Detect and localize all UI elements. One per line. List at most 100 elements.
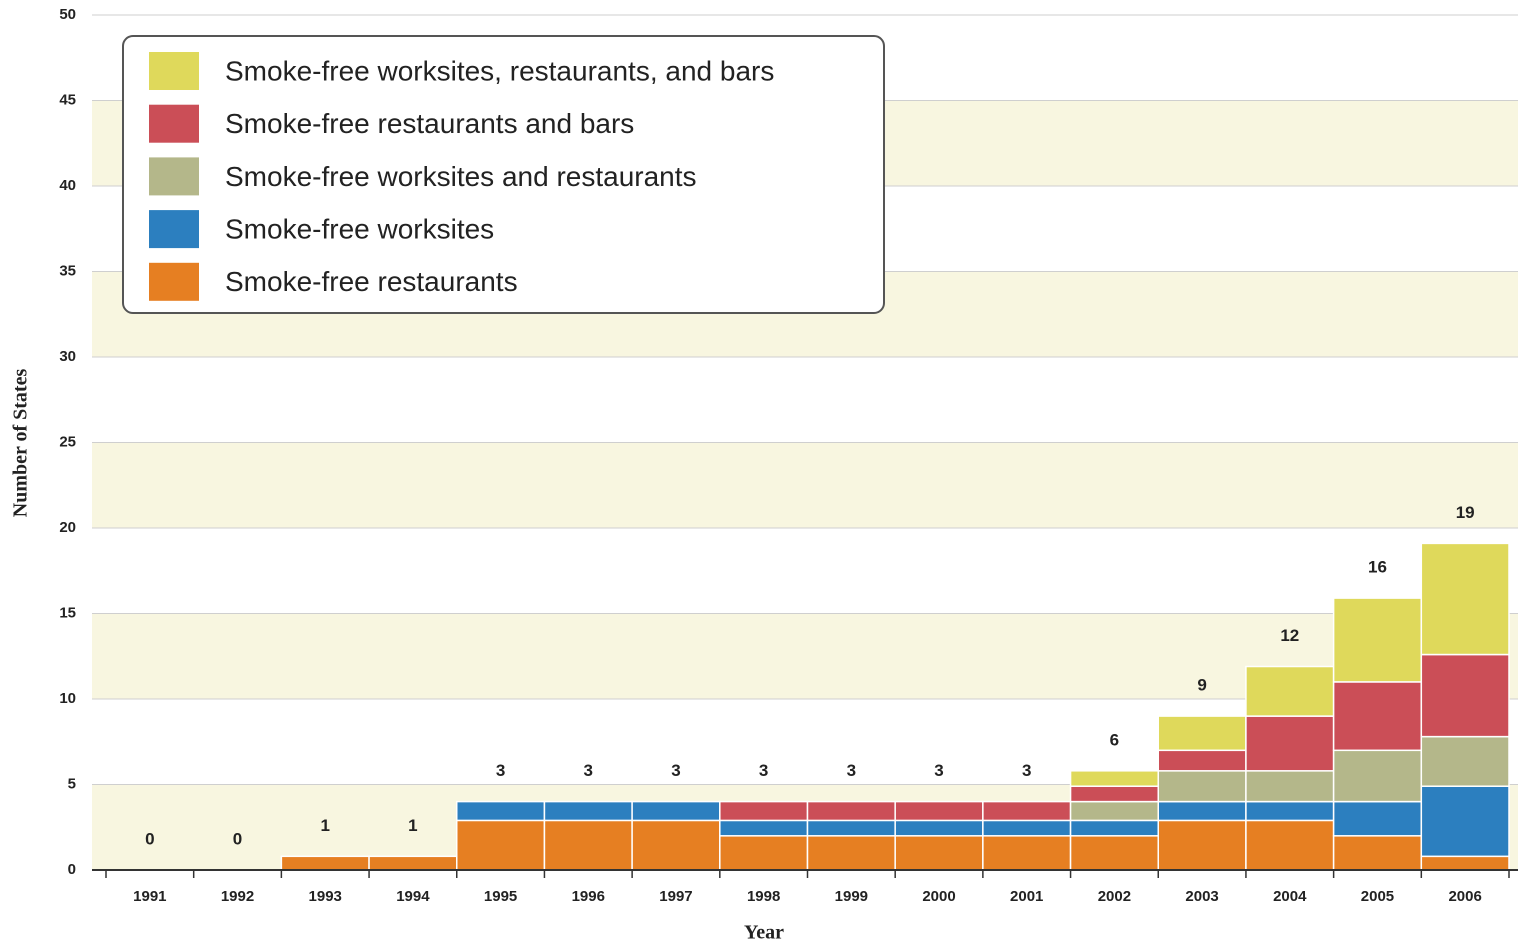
legend-swatch <box>149 52 199 90</box>
y-tick-label: 0 <box>68 861 76 878</box>
y-tick-label: 15 <box>59 604 76 621</box>
x-tick-label: 1998 <box>747 888 780 905</box>
x-tick-label: 1994 <box>396 888 430 905</box>
x-tick-label: 1991 <box>133 888 166 905</box>
bar-segment <box>1332 835 1423 871</box>
bar-segment <box>1420 653 1510 738</box>
legend-label: Smoke-free restaurants and bars <box>225 108 634 139</box>
bar-segment <box>719 800 809 822</box>
total-label: 19 <box>1456 503 1475 522</box>
bar-segment <box>1332 749 1423 803</box>
total-label: 1 <box>408 816 417 835</box>
bar-segment <box>368 855 458 871</box>
x-tick-label: 2000 <box>922 888 955 905</box>
bar-segment <box>543 819 633 871</box>
bar-segment <box>1245 715 1335 772</box>
y-tick-label: 45 <box>59 91 76 108</box>
legend-swatch <box>149 104 199 143</box>
bar-segment <box>1245 665 1335 717</box>
total-label: 3 <box>584 761 593 780</box>
x-tick-label: 1992 <box>221 888 254 905</box>
bar-segment <box>1245 770 1335 803</box>
bar-segment <box>894 819 984 837</box>
bar-segment <box>1157 749 1247 772</box>
y-tick-label: 50 <box>59 6 76 23</box>
bar-segment <box>1332 681 1423 752</box>
bar-segment <box>894 800 984 822</box>
bar-segment <box>1069 819 1159 837</box>
x-tick-label: 2003 <box>1185 888 1218 905</box>
y-tick-label: 30 <box>59 348 76 365</box>
y-tick-label: 5 <box>68 775 76 792</box>
bar-segment <box>631 819 721 871</box>
bar-segment <box>456 819 546 871</box>
bar-segment <box>894 835 984 871</box>
bar-segment <box>806 819 896 837</box>
legend-label: Smoke-free worksites and restaurants <box>225 161 697 192</box>
x-axis-title: Year <box>744 922 784 943</box>
bar-segment <box>719 819 809 837</box>
y-tick-label: 10 <box>59 690 76 707</box>
x-tick-label: 2001 <box>1010 888 1043 905</box>
legend-label: Smoke-free worksites, restaurants, and b… <box>225 55 774 86</box>
bar-segment <box>1245 800 1335 822</box>
total-label: 3 <box>934 761 943 780</box>
total-label: 3 <box>847 761 856 780</box>
bar-segment <box>1332 597 1423 683</box>
total-label: 3 <box>1022 761 1031 780</box>
total-label: 0 <box>145 829 154 848</box>
background-band <box>92 442 1518 528</box>
bar-segment <box>1069 800 1159 822</box>
x-tick-label: 1993 <box>309 888 342 905</box>
x-tick-label: 2006 <box>1448 888 1481 905</box>
total-label: 3 <box>496 761 505 780</box>
x-tick-label: 1995 <box>484 888 517 905</box>
bar-segment <box>280 855 370 871</box>
bar-segment <box>1157 770 1247 803</box>
legend: Smoke-free worksites, restaurants, and b… <box>122 35 885 314</box>
total-label: 1 <box>320 816 329 835</box>
total-label: 12 <box>1280 626 1299 645</box>
bar-segment <box>806 835 896 871</box>
x-tick-label: 1996 <box>572 888 605 905</box>
legend-label: Smoke-free worksites <box>225 213 494 244</box>
bar-segment <box>719 835 809 871</box>
bar-segment <box>1420 855 1510 871</box>
x-tick-label: 2005 <box>1361 888 1394 905</box>
y-tick-label: 20 <box>59 519 76 536</box>
bar-segment <box>982 819 1072 837</box>
total-label: 0 <box>233 829 242 848</box>
total-label: 3 <box>759 761 768 780</box>
y-tick-label: 35 <box>59 262 76 279</box>
legend-label: Smoke-free restaurants <box>225 266 518 297</box>
bar-segment <box>982 800 1072 822</box>
y-axis-title: Number of States <box>10 369 32 518</box>
bar-segment <box>1069 770 1159 787</box>
bar-segment <box>543 800 633 822</box>
legend-swatch <box>149 262 199 301</box>
bar-segment <box>1332 800 1423 837</box>
total-label: 9 <box>1197 676 1206 695</box>
bar-segment <box>1069 785 1159 803</box>
bar-segment <box>1157 715 1247 752</box>
x-tick-label: 2002 <box>1098 888 1131 905</box>
x-tick-label: 2004 <box>1273 888 1307 905</box>
total-label: 6 <box>1110 730 1119 749</box>
x-tick-label: 1997 <box>659 888 692 905</box>
bar-segment <box>631 800 721 822</box>
bar-segment <box>1420 785 1510 858</box>
y-tick-label: 40 <box>59 177 76 194</box>
legend-swatch <box>149 157 199 196</box>
bar-segment <box>1420 542 1510 656</box>
bar-segment <box>1245 819 1335 871</box>
legend-swatch <box>149 210 199 249</box>
y-tick-label: 25 <box>59 433 76 450</box>
legend-box <box>122 35 885 314</box>
total-label: 16 <box>1368 558 1387 577</box>
bar-segment <box>806 800 896 822</box>
bar-segment <box>1420 735 1510 787</box>
bar-segment <box>456 800 546 822</box>
bar-segment <box>1157 800 1247 822</box>
